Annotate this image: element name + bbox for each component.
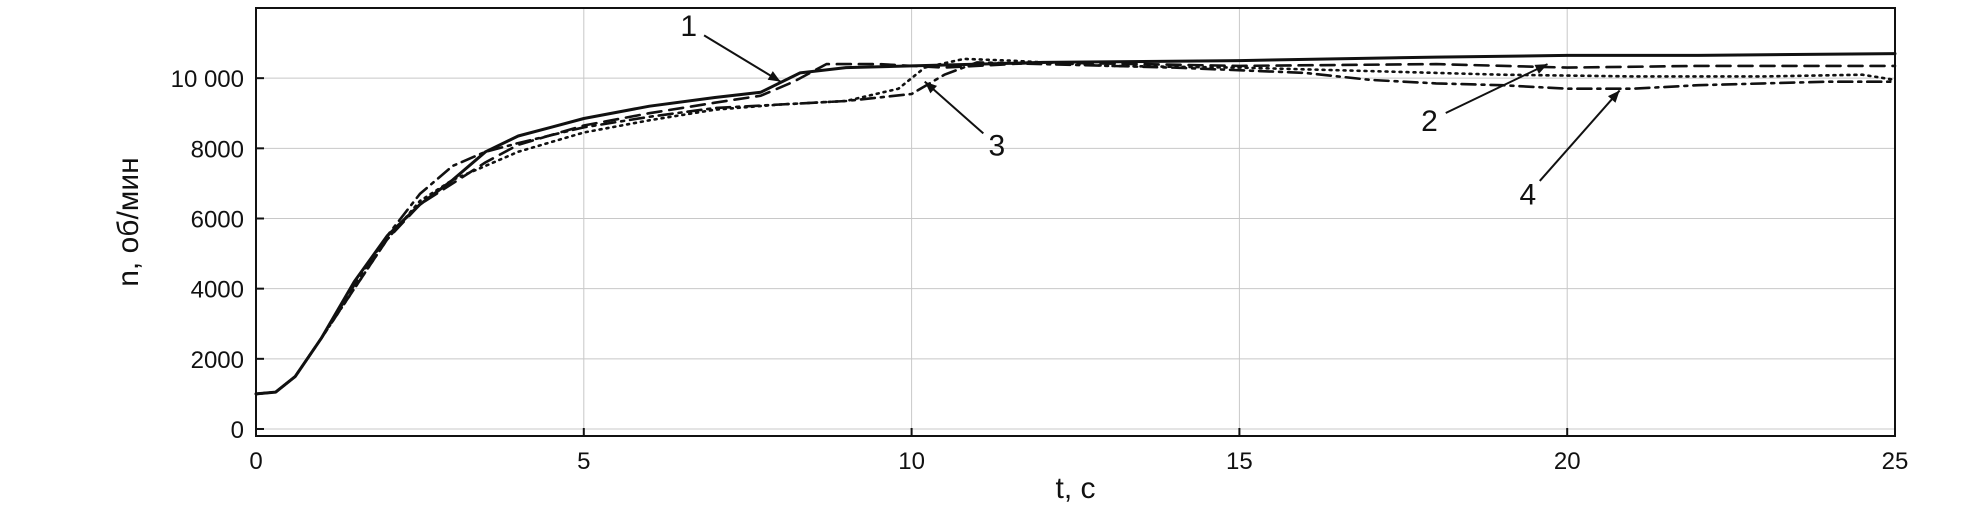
annotation-leader-2 [1445,63,1548,114]
x-tick-label: 5 [577,448,590,475]
annotation-label-2: 2 [1421,105,1438,138]
annotation-arrowhead-3 [924,81,938,94]
series-layer [254,52,1897,396]
annotation-leader-3 [924,80,984,135]
grid-layer [255,8,1896,436]
y-tick-label: 10 000 [171,66,244,93]
annotation-layer: 1 3 2 4 [680,10,1621,211]
annotation-label-4: 4 [1520,178,1537,211]
y-tick-label: 4000 [191,277,244,304]
annotation-leader-4 [1539,89,1621,182]
annotation-label-3: 3 [988,129,1005,162]
y-axis-label: n, об/мин [112,157,145,287]
annotation-arrowhead-1 [767,71,781,82]
x-axis-label: t, с [1055,472,1095,505]
annotation-arrowhead-4 [1607,90,1620,103]
y-tick-label: 6000 [191,206,244,233]
y-tick-label: 0 [231,417,244,444]
x-tick-label: 15 [1226,448,1253,475]
series-line-2 [254,61,1897,396]
annotation-label-1: 1 [680,10,697,43]
series-line-4 [254,61,1897,396]
y-tick-label: 8000 [191,136,244,163]
x-tick-label: 10 [898,448,925,475]
y-tick-label: 2000 [191,347,244,374]
x-tick-label: 0 [249,448,262,475]
x-tick-label: 20 [1554,448,1581,475]
series-line-1 [254,52,1897,396]
x-tick-label: 25 [1882,448,1909,475]
plot-frame [255,7,1896,437]
series-line-3 [254,57,1897,396]
annotation-leader-1 [703,34,781,83]
annotation-arrowhead-2 [1534,64,1548,74]
tick-layer: 0 5 10 15 20 25 0 2000 4000 6000 8000 10 000 [171,66,1909,475]
